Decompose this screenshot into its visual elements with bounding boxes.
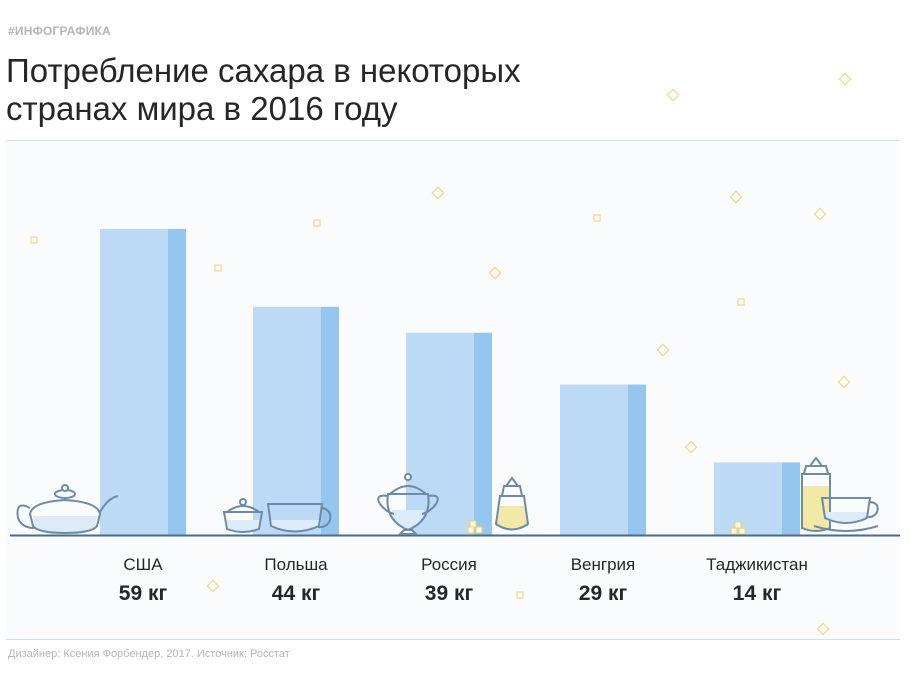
sugar-cubes-icon [730, 521, 746, 535]
bar [560, 384, 646, 535]
bar-front [100, 229, 168, 535]
bar-side [628, 384, 646, 535]
sugar-crystal-icon [431, 186, 445, 200]
sugar-crystal-icon [729, 190, 743, 204]
sugar-crystal-icon [813, 207, 827, 221]
bar-front [560, 384, 628, 535]
footer-divider [6, 639, 900, 640]
sugar-crystal-icon [737, 298, 745, 306]
title-line-1: Потребление сахара в некоторых [6, 52, 521, 89]
sugar-dispenser-icon [494, 476, 530, 531]
sugar-crystal-icon [516, 591, 524, 599]
page-title: Потребление сахара в некоторых странах м… [6, 52, 706, 128]
sugar-crystal-icon [656, 343, 670, 357]
bar-side [168, 229, 186, 535]
sugar-crystal-icon [214, 264, 222, 272]
category-label: Россия [421, 555, 477, 574]
bar [100, 229, 186, 535]
bar-front [253, 306, 321, 535]
cup-and-saucer-icon [813, 497, 879, 532]
title-divider [6, 140, 900, 141]
sugar-crystal-icon [30, 236, 38, 244]
sugar-crystal-icon [206, 579, 220, 593]
bar-side [474, 332, 492, 535]
title-line-2: странах мира в 2016 году [6, 90, 398, 127]
sugar-crystal-icon [313, 219, 321, 227]
bar-side [782, 462, 800, 535]
sugar-cubes-icon [467, 520, 483, 534]
sugar-crystal-icon [593, 214, 601, 222]
sugar-crystal-icon [816, 622, 830, 636]
bar-front [406, 332, 474, 535]
sugar-crystal-icon [666, 88, 680, 102]
value-label: 14 кг [733, 582, 782, 605]
hashtag-label: #ИНФОГРАФИКА [8, 24, 111, 38]
value-label: 44 кг [272, 582, 321, 605]
credits-line: Дизайнер: Ксения Форбендер, 2017. Источн… [8, 648, 290, 660]
sugar-dispenser-icon [801, 456, 831, 532]
category-label: Таджикистан [706, 555, 808, 574]
value-label: 29 кг [579, 582, 628, 605]
cream-jug-icon [377, 473, 439, 535]
sugar-crystals-decoration [30, 72, 852, 636]
tableware-icons [16, 456, 879, 535]
bar [714, 462, 800, 535]
axis-labels: США 59 кг Польша 44 кг Россия 39 кг Венгрия 29 … [119, 555, 808, 605]
sugar-crystal-icon [488, 266, 502, 280]
sugar-crystal-icon [684, 440, 698, 454]
value-label: 59 кг [119, 582, 168, 605]
category-label: Венгрия [571, 555, 636, 574]
bar [253, 306, 339, 535]
category-label: Польша [264, 555, 328, 574]
teapot-icon [16, 484, 119, 535]
bar-side [321, 306, 339, 535]
sugar-crystal-icon [838, 72, 852, 86]
value-label: 39 кг [425, 582, 474, 605]
category-label: США [123, 555, 163, 574]
bar [406, 332, 492, 535]
bar-front [714, 462, 782, 535]
sugar-bowl-icon [222, 498, 264, 533]
sugar-crystal-icon [837, 375, 851, 389]
tea-cup-icon [266, 503, 332, 533]
bars-group [100, 229, 800, 535]
